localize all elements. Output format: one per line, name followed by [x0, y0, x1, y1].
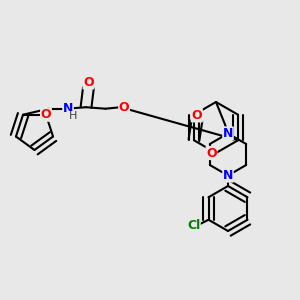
Text: N: N	[223, 169, 233, 182]
Text: O: O	[192, 109, 202, 122]
Text: N: N	[63, 102, 73, 115]
Text: H: H	[69, 111, 77, 121]
Text: O: O	[40, 108, 51, 121]
Text: O: O	[83, 76, 94, 89]
Text: N: N	[223, 127, 233, 140]
Text: Cl: Cl	[187, 219, 200, 232]
Text: O: O	[206, 146, 217, 160]
Text: O: O	[119, 101, 130, 114]
